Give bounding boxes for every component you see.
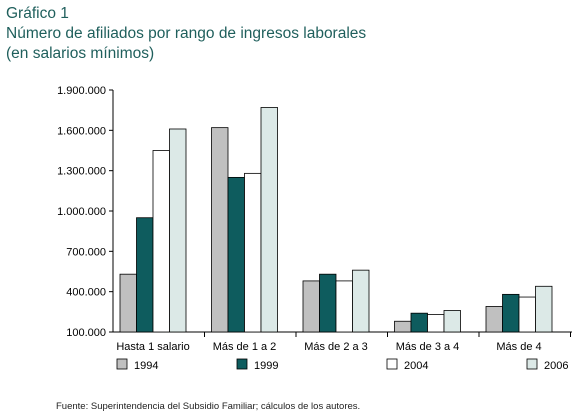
bar-chart: 100.000 400.000 700.000 1.000.000 1.300.000 1… [57, 85, 572, 372]
source-note: Fuente: Superintendencia del Subsidio Fa… [56, 401, 361, 412]
legend-swatch-1999 [236, 358, 248, 370]
y-tick-label: 1.600.000 [57, 125, 106, 137]
x-tick-label: Más de 3 a 4 [396, 341, 460, 353]
y-tick-label: 1.000.000 [57, 206, 106, 218]
bar-1994-4 [485, 306, 503, 333]
chart-title: Número de afiliados por rango de ingreso… [6, 25, 367, 42]
legend-label-1999: 1999 [254, 360, 278, 372]
bar-2006-0 [169, 128, 187, 333]
bar-1994-1 [211, 127, 229, 333]
legend-swatch-2004 [386, 358, 398, 370]
figure-label: Gráfico 1 [6, 5, 69, 22]
legend-label-2006: 2006 [544, 360, 568, 372]
bar-1994-3 [394, 320, 412, 333]
y-tick-label: 700.000 [66, 246, 106, 258]
legend-swatch-1994 [116, 358, 128, 370]
bar-2004-1 [244, 172, 262, 333]
bar-2006-3 [443, 310, 461, 333]
y-tick-label: 1.900.000 [57, 85, 106, 97]
y-tick-label: 100.000 [66, 327, 106, 339]
bar-2006-4 [535, 285, 553, 333]
bar-2004-0 [152, 150, 170, 333]
bar-2004-4 [518, 296, 536, 333]
bar-2006-1 [260, 107, 278, 333]
x-tick-label: Más de 1 a 2 [213, 341, 277, 353]
x-tick-label: Más de 2 a 3 [304, 341, 368, 353]
bar-2004-3 [427, 314, 445, 333]
bar-1999-0 [136, 217, 154, 333]
y-tick-label: 400.000 [66, 287, 106, 299]
bar-1994-0 [119, 273, 137, 333]
bar-1999-1 [227, 176, 245, 333]
x-tick-label: Más de 4 [496, 341, 541, 353]
bar-1999-4 [502, 293, 520, 333]
chart-subtitle: (en salarios mínimos) [6, 45, 155, 62]
y-tick-label: 1.300.000 [57, 166, 106, 178]
bar-2004-2 [335, 280, 353, 333]
legend-label-1994: 1994 [134, 360, 158, 372]
bar-1999-2 [319, 273, 337, 333]
legend-label-2004: 2004 [404, 360, 428, 372]
x-tick-label: Hasta 1 salario [116, 341, 189, 353]
bar-2006-2 [352, 269, 370, 333]
bar-1994-2 [302, 280, 320, 333]
legend-swatch-2006 [526, 358, 538, 370]
bar-1999-3 [410, 312, 428, 333]
